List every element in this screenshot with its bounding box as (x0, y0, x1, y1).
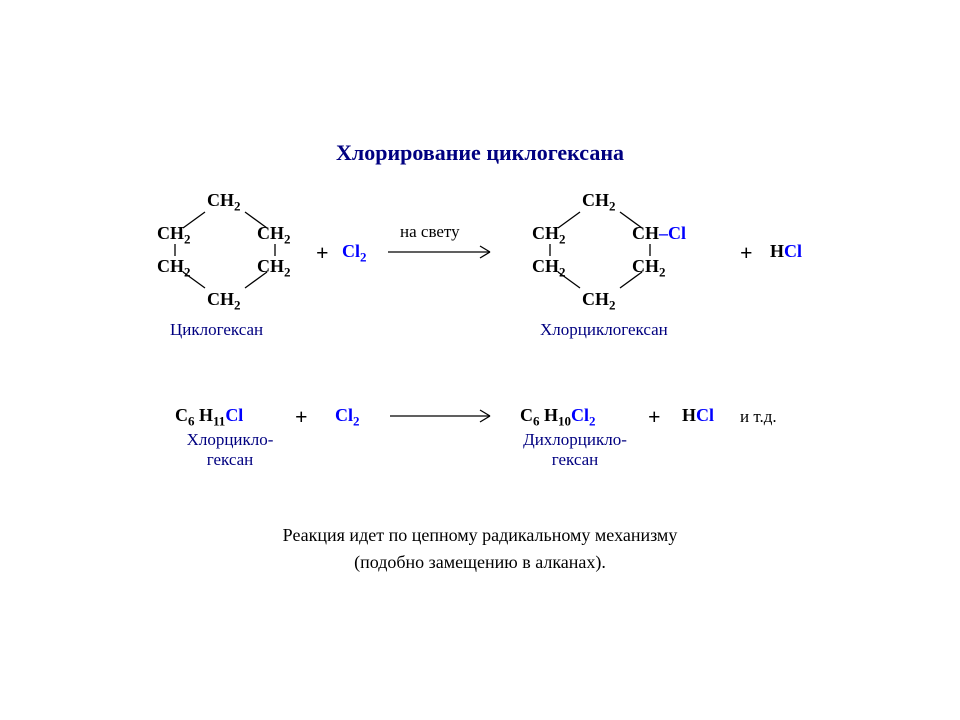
note-line1: Реакция идет по цепному радикальному мех… (0, 525, 960, 546)
rxn2-etc: и т.д. (740, 407, 777, 427)
caption2-left-l2: гексан (175, 450, 285, 470)
note-line2: (подобно замещению в алканах). (0, 552, 960, 573)
caption2-right-l1: Дихлорцикло- (510, 430, 640, 450)
caption2-right-l2: гексан (510, 450, 640, 470)
rxn2-hcl: HCl (682, 405, 714, 426)
caption2-left-l1: Хлорцикло- (175, 430, 285, 450)
rxn2-arrow (0, 0, 960, 720)
rxn2-plus2: + (648, 404, 661, 430)
rxn2-product: C6 H10Cl2 (520, 405, 596, 430)
